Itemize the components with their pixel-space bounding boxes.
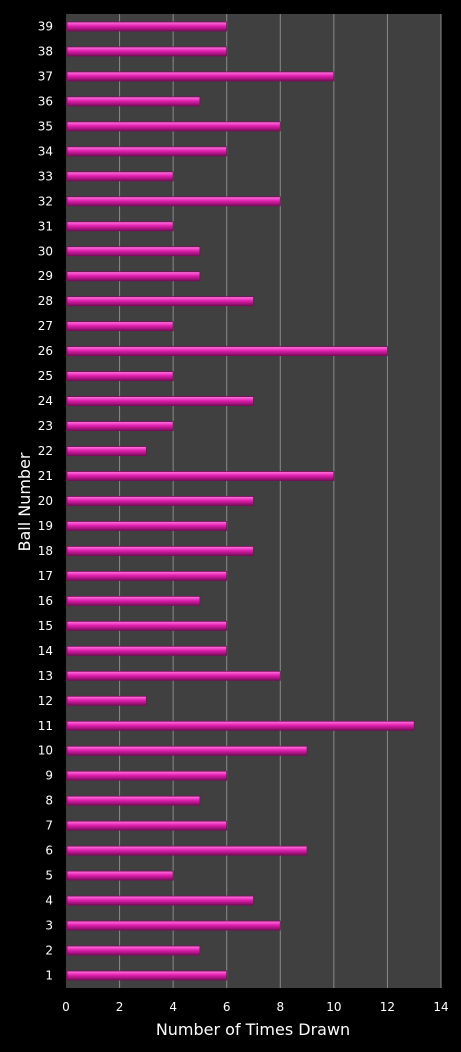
y-tick-label: 20 (38, 494, 53, 508)
bar-ball-15 (66, 620, 228, 631)
bar-ball-4 (66, 895, 254, 906)
y-tick-label: 30 (38, 244, 53, 258)
bar-ball-6 (66, 845, 308, 856)
y-tick-label: 17 (38, 569, 53, 583)
x-axis-title: Number of Times Drawn (156, 1020, 350, 1039)
bar-ball-25 (66, 371, 174, 382)
bar-ball-31 (66, 221, 174, 232)
x-tick-labels: 0 2 4 6 8 10 12 14 (62, 1000, 448, 1014)
y-tick-label: 3 (45, 919, 53, 933)
y-tick-label: 16 (38, 594, 53, 608)
bar-ball-35 (66, 121, 281, 132)
y-tick-label: 31 (38, 219, 53, 233)
y-tick-label: 13 (38, 669, 53, 683)
bar-ball-17 (66, 571, 228, 581)
y-tick-label: 5 (45, 869, 53, 883)
y-tick-label: 27 (38, 319, 53, 333)
y-tick-label: 8 (45, 794, 53, 808)
bar-ball-13 (66, 670, 281, 681)
bar-ball-28 (66, 296, 254, 307)
y-tick-label: 18 (38, 544, 53, 558)
y-tick-label: 35 (38, 119, 53, 133)
bar-ball-14 (66, 645, 228, 656)
y-tick-labels: 1234567891011121314151617181920212223242… (38, 19, 53, 982)
bar-ball-8 (66, 795, 201, 806)
y-tick-label: 6 (45, 844, 53, 858)
y-tick-label: 2 (45, 944, 53, 958)
x-tick-label: 0 (62, 1000, 70, 1014)
y-tick-label: 4 (45, 894, 53, 908)
bar-ball-34 (66, 146, 228, 157)
x-tick-label: 2 (116, 1000, 124, 1014)
bar-ball-21 (66, 471, 335, 481)
bar-ball-19 (66, 521, 228, 531)
y-tick-label: 26 (38, 344, 53, 358)
y-tick-label: 7 (45, 819, 53, 833)
y-tick-label: 21 (38, 469, 53, 483)
y-tick-label: 29 (38, 269, 53, 283)
bar-ball-11 (66, 720, 415, 731)
bar-ball-5 (66, 870, 174, 881)
bar-ball-12 (66, 695, 147, 706)
bar-ball-37 (66, 71, 335, 82)
y-tick-label: 15 (38, 619, 53, 633)
bar-ball-38 (66, 46, 228, 57)
bar-ball-20 (66, 496, 254, 506)
y-tick-label: 25 (38, 369, 53, 383)
bar-ball-30 (66, 246, 201, 257)
x-tick-label: 14 (433, 1000, 448, 1014)
x-tick-label: 12 (380, 1000, 395, 1014)
y-tick-label: 23 (38, 419, 53, 433)
x-tick-label: 10 (326, 1000, 341, 1014)
y-tick-label: 28 (38, 294, 53, 308)
bar-ball-18 (66, 546, 254, 556)
x-tick-label: 4 (169, 1000, 177, 1014)
x-tick-label: 6 (223, 1000, 231, 1014)
bar-ball-10 (66, 745, 308, 756)
y-tick-label: 32 (38, 194, 53, 208)
bar-ball-26 (66, 346, 388, 357)
bar-ball-24 (66, 396, 254, 407)
bar-ball-2 (66, 945, 201, 956)
y-tick-label: 11 (38, 719, 53, 733)
bar-ball-33 (66, 171, 174, 182)
y-tick-label: 33 (38, 169, 53, 183)
x-tick-label: 8 (276, 1000, 284, 1014)
y-tick-label: 38 (38, 44, 53, 58)
y-tick-label: 36 (38, 94, 53, 108)
y-tick-label: 22 (38, 444, 53, 458)
bar-ball-27 (66, 321, 174, 332)
y-axis-title: Ball Number (15, 452, 34, 551)
bar-ball-1 (66, 970, 228, 981)
bar-ball-23 (66, 421, 174, 431)
y-tick-label: 39 (38, 19, 53, 33)
bar-ball-9 (66, 770, 228, 781)
bars (66, 21, 415, 981)
y-tick-label: 12 (38, 694, 53, 708)
y-tick-label: 1 (45, 969, 53, 983)
bar-ball-7 (66, 820, 228, 831)
y-tick-label: 24 (38, 394, 53, 408)
y-tick-label: 9 (45, 769, 53, 783)
bar-ball-3 (66, 920, 281, 931)
y-tick-label: 14 (38, 644, 53, 658)
bar-ball-39 (66, 21, 228, 32)
y-tick-label: 10 (38, 744, 53, 758)
bar-ball-32 (66, 196, 281, 207)
bar-ball-36 (66, 96, 201, 107)
y-tick-label: 37 (38, 69, 53, 83)
bar-ball-22 (66, 446, 147, 456)
y-tick-label: 34 (38, 144, 53, 158)
bar-ball-29 (66, 271, 201, 282)
y-tick-label: 19 (38, 519, 53, 533)
bar-ball-16 (66, 595, 201, 606)
